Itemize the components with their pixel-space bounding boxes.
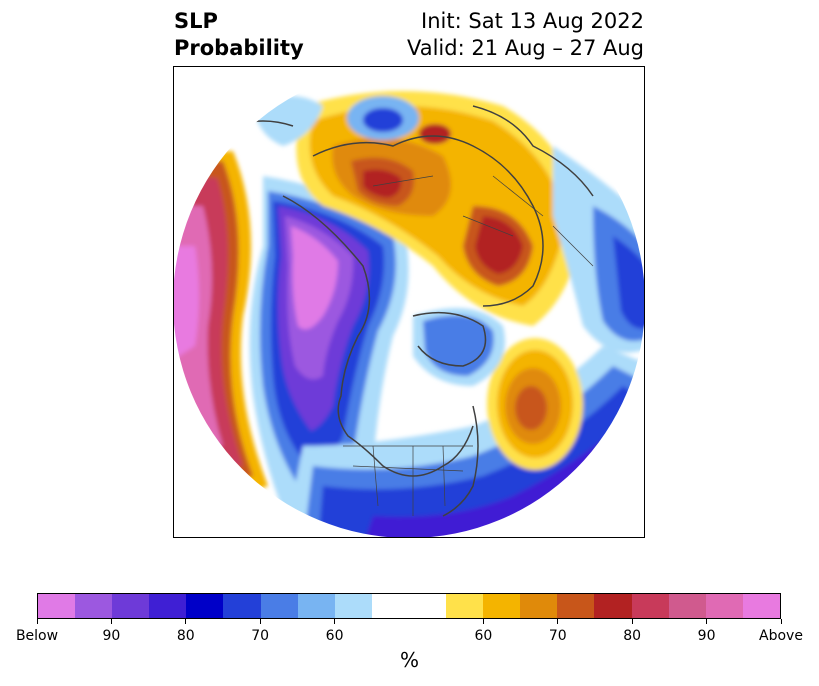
colorbar-tick-label: Below [15,628,59,644]
colorbar-segment [557,594,595,618]
colorbar-tick-label: 90 [102,628,121,644]
colorbar-segment [75,594,113,618]
colorbar-tick [259,619,261,624]
map-frame [173,66,645,538]
colorbar-tick [334,619,336,624]
colorbar-segment [112,594,150,618]
title-type: Probability [174,36,304,60]
colorbar-segment [297,594,335,618]
colorbar-tick [185,619,187,624]
colorbar-segment [186,594,224,618]
coastlines [232,105,594,517]
colorbar-segment [260,594,298,618]
colorbar-tick-label: 80 [176,628,195,644]
colorbar-tick-label: 90 [697,628,716,644]
title-variable: SLP [174,9,218,33]
colorbar-segment [371,594,409,618]
colorbar-unit: % [399,648,419,672]
colorbar-tick [36,619,38,624]
colorbar-segment [223,594,261,618]
colorbar-segment [408,594,447,618]
init-date: Init: Sat 13 Aug 2022 [421,9,644,33]
title-left: SLP Probability [174,8,304,62]
colorbar-tick-label: 80 [623,628,642,644]
colorbar-tick-label: Above [759,628,803,644]
colorbar-segment [520,594,558,618]
colorbar-tick [631,619,633,624]
colorbar-segment [631,594,669,618]
colorbar-tick-label: 60 [325,628,344,644]
colorbar-segment [705,594,743,618]
colorbar-segment [594,594,632,618]
colorbar-segment [446,594,484,618]
colorbar-tick [482,619,484,624]
colorbar-segment [38,594,76,618]
map-disk [173,66,645,538]
colorbar-tick-label: 60 [474,628,493,644]
colorbar-tick [706,619,708,624]
colorbar-tick [780,619,782,624]
colorbar-tick [557,619,559,624]
colorbar-segment [334,594,372,618]
colorbar-tick-label: 70 [548,628,567,644]
colorbar-segment [742,594,780,618]
valid-range: Valid: 21 Aug – 27 Aug [406,36,644,60]
colorbar-segment [149,594,187,618]
colorbar-segment [483,594,521,618]
title-right: Init: Sat 13 Aug 2022 Valid: 21 Aug – 27… [407,8,644,62]
colorbar-ticks [36,619,782,629]
probability-map [173,66,645,538]
colorbar-tick-label: 70 [251,628,270,644]
colorbar-tick [110,619,112,624]
colorbar [37,593,781,619]
colorbar-segment [668,594,706,618]
